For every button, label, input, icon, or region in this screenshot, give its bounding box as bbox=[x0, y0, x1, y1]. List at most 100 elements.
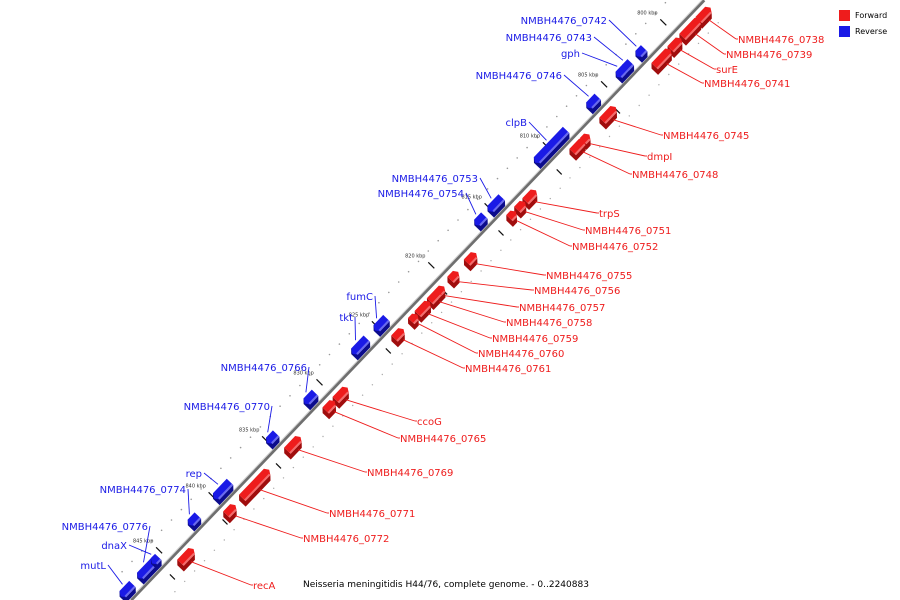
gene-feature-nmbh4476_0759[interactable] bbox=[412, 299, 436, 323]
gene-feature-body bbox=[177, 548, 195, 566]
gene-feature-rep[interactable] bbox=[210, 478, 236, 506]
gene-feature-nmbh4476_0754[interactable] bbox=[471, 212, 490, 232]
gene-feature-nmbh4476_0771[interactable] bbox=[236, 467, 275, 507]
gene-label[interactable]: NMBH4476_0753 bbox=[392, 174, 478, 185]
axis-tick-mark bbox=[275, 462, 282, 469]
leader-line bbox=[695, 33, 725, 55]
genome-backbone bbox=[129, 0, 706, 600]
gene-feature-reca[interactable] bbox=[174, 546, 199, 572]
gene-label[interactable]: clpB bbox=[506, 118, 528, 129]
gene-feature-nmbh4476_0746[interactable] bbox=[583, 93, 603, 115]
gene-label[interactable]: NMBH4476_0748 bbox=[632, 170, 718, 181]
gene-label[interactable]: recA bbox=[253, 581, 276, 592]
gene-feature-nmbh4476_0770[interactable] bbox=[263, 430, 282, 450]
gene-label[interactable]: NMBH4476_0751 bbox=[585, 226, 671, 237]
gene-feature-nmbh4476_0760[interactable] bbox=[405, 311, 423, 330]
gene-label[interactable]: NMBH4476_0752 bbox=[572, 242, 658, 253]
ruler-dot bbox=[239, 446, 242, 449]
gene-feature-dnax[interactable] bbox=[148, 553, 164, 571]
gene-feature-nmbh4476_0739[interactable] bbox=[677, 16, 706, 46]
gene-feature-shade bbox=[187, 518, 202, 532]
gene-feature-fumc[interactable] bbox=[371, 314, 393, 337]
gene-label[interactable]: NMBH4476_0739 bbox=[726, 50, 812, 61]
gene-label[interactable]: NMBH4476_0769 bbox=[367, 468, 453, 479]
ruler-dot bbox=[470, 280, 472, 283]
gene-feature-highlight bbox=[419, 305, 431, 318]
gene-label[interactable]: NMBH4476_0742 bbox=[521, 16, 607, 27]
gene-label[interactable]: surE bbox=[716, 65, 738, 76]
gene-feature-nmbh4476_0772[interactable] bbox=[220, 502, 241, 524]
ruler-dot bbox=[595, 74, 598, 76]
gene-feature-shade bbox=[586, 99, 602, 115]
gene-feature-shade bbox=[679, 24, 702, 46]
gene-label[interactable]: gph bbox=[561, 49, 580, 60]
gene-feature-ccog[interactable] bbox=[330, 385, 354, 409]
gene-feature-shade bbox=[137, 561, 161, 585]
gene-label[interactable]: ccoG bbox=[417, 417, 442, 428]
gene-feature-trps[interactable] bbox=[520, 187, 543, 211]
gene-label[interactable]: rep bbox=[186, 469, 202, 480]
gene-label[interactable]: NMBH4476_0757 bbox=[519, 303, 605, 314]
gene-label[interactable]: NMBH4476_0776 bbox=[62, 522, 148, 533]
gene-feature-shade bbox=[414, 306, 432, 323]
gene-label[interactable]: NMBH4476_0745 bbox=[663, 131, 749, 142]
gene-feature-nmbh4476_0752[interactable] bbox=[504, 208, 522, 227]
gene-feature-gph[interactable] bbox=[613, 64, 632, 84]
gene-feature-body bbox=[447, 270, 460, 283]
gene-feature-nmbh4476_0741[interactable] bbox=[649, 46, 677, 75]
gene-feature-nmbh4476_0756[interactable] bbox=[445, 269, 465, 289]
gene-label[interactable]: NMBH4476_0756 bbox=[534, 286, 620, 297]
gene-label[interactable]: NMBH4476_0754 bbox=[378, 189, 464, 200]
gene-label[interactable]: NMBH4476_0746 bbox=[476, 71, 562, 82]
gene-feature-nmbh4476_0742[interactable] bbox=[633, 45, 651, 63]
ruler-dot bbox=[565, 105, 568, 107]
gene-feature-shade bbox=[265, 436, 280, 450]
gene-feature-clpb[interactable] bbox=[531, 126, 572, 170]
gene-feature-tkt[interactable] bbox=[348, 335, 373, 361]
gene-label[interactable]: NMBH4476_0770 bbox=[184, 402, 270, 413]
gene-feature-nmbh4476_0745[interactable] bbox=[597, 104, 622, 130]
gene-label[interactable]: NMBH4476_0774 bbox=[100, 485, 186, 496]
gene-feature-nmbh4476_0755[interactable] bbox=[461, 250, 482, 272]
gene-feature-nmbh4476_0765[interactable] bbox=[320, 398, 341, 420]
gene-feature-body bbox=[533, 126, 570, 164]
gene-label[interactable]: NMBH4476_0765 bbox=[400, 434, 486, 445]
gene-label[interactable]: NMBH4476_0759 bbox=[492, 334, 578, 345]
legend-reverse-label: Reverse bbox=[855, 27, 887, 36]
leader-line bbox=[297, 449, 366, 473]
gene-label[interactable]: NMBH4476_0772 bbox=[303, 534, 389, 545]
gene-label[interactable]: NMBH4476_0766 bbox=[221, 363, 307, 374]
ruler-dot bbox=[348, 333, 351, 335]
gene-feature-nmbh4476_0774[interactable] bbox=[185, 512, 204, 532]
gene-feature-nmbh4476_0761[interactable] bbox=[389, 326, 410, 348]
gene-label[interactable]: trpS bbox=[599, 209, 620, 220]
gene-label[interactable]: NMBH4476_0755 bbox=[546, 271, 632, 282]
ruler-dot bbox=[332, 425, 334, 427]
gene-feature-nmbh4476_0751[interactable] bbox=[511, 199, 531, 219]
leader-line bbox=[439, 301, 505, 323]
gene-feature-shade bbox=[474, 218, 488, 232]
gene-feature-mutl[interactable] bbox=[117, 580, 139, 600]
gene-label[interactable]: fumC bbox=[346, 292, 373, 303]
gene-label[interactable]: tkt bbox=[339, 313, 353, 324]
leader-line bbox=[608, 19, 637, 47]
gene-feature-nmbh4476_0748[interactable] bbox=[567, 137, 591, 161]
gene-label[interactable]: NMBH4476_0771 bbox=[329, 509, 415, 520]
gene-label[interactable]: NMBH4476_0760 bbox=[478, 349, 564, 360]
gene-label[interactable]: NMBH4476_0741 bbox=[704, 79, 790, 90]
gene-feature-body bbox=[599, 106, 617, 124]
gene-label[interactable]: mutL bbox=[80, 561, 106, 572]
gene-label[interactable]: NMBH4476_0758 bbox=[506, 318, 592, 329]
ruler-dot bbox=[401, 353, 403, 355]
gene-feature-nmbh4476_0766[interactable] bbox=[301, 389, 321, 411]
gene-label[interactable]: NMBH4476_0738 bbox=[738, 35, 824, 46]
gene-label[interactable]: dnaX bbox=[101, 541, 127, 552]
ruler-dot bbox=[229, 457, 232, 459]
gene-feature-nmbh4476_0753[interactable] bbox=[485, 194, 508, 218]
gene-feature-nmbh4476_0769[interactable] bbox=[281, 434, 306, 460]
gene-label[interactable]: dmpI bbox=[647, 152, 672, 163]
ruler-dot bbox=[490, 260, 492, 262]
gene-label[interactable]: NMBH4476_0761 bbox=[465, 364, 551, 375]
genome-backbone-highlight bbox=[129, 0, 703, 600]
gene-label[interactable]: NMBH4476_0743 bbox=[506, 33, 592, 44]
